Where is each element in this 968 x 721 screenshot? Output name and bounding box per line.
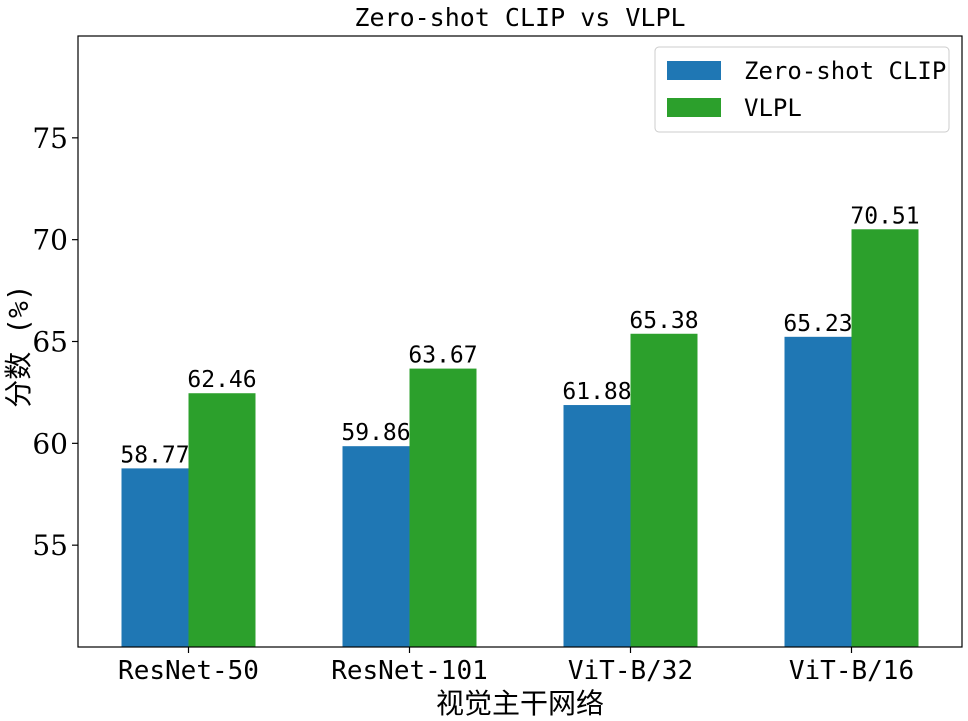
bars-layer bbox=[121, 229, 919, 647]
y-tick-label: 60 bbox=[32, 427, 68, 460]
bar-value-label: 59.86 bbox=[341, 420, 410, 446]
y-axis-label: 分数 (%) bbox=[2, 284, 35, 407]
y-tick-label: 70 bbox=[32, 224, 68, 257]
bar-value-label: 62.46 bbox=[187, 367, 256, 393]
legend-frame bbox=[654, 46, 950, 133]
bar-vlpl bbox=[188, 393, 256, 647]
y-tick-label: 55 bbox=[32, 529, 68, 562]
y-axis: 55 60 65 70 75 bbox=[32, 122, 78, 562]
bar-zero-shot-clip bbox=[784, 336, 852, 647]
x-axis-label: 视觉主干网络 bbox=[436, 687, 604, 720]
bar-vlpl bbox=[851, 229, 919, 647]
bar-value-label: 63.67 bbox=[408, 343, 477, 369]
x-tick-label: ResNet-101 bbox=[331, 656, 488, 686]
y-tick-label: 75 bbox=[32, 122, 68, 155]
bar-zero-shot-clip bbox=[563, 405, 631, 647]
bar-zero-shot-clip bbox=[342, 446, 410, 647]
bar-value-label: 70.51 bbox=[850, 203, 919, 229]
bar-value-label: 61.88 bbox=[562, 379, 631, 405]
chart-title: Zero-shot CLIP vs VLPL bbox=[354, 3, 685, 32]
legend-label-vlpl: VLPL bbox=[744, 94, 802, 122]
legend-swatch-vlpl bbox=[667, 98, 721, 117]
bar-vlpl bbox=[630, 333, 698, 647]
x-tick-label: ViT-B/32 bbox=[568, 656, 693, 686]
legend-swatch-zero-shot-clip bbox=[667, 61, 721, 80]
bar-value-label: 65.23 bbox=[783, 311, 852, 337]
y-tick-label: 65 bbox=[32, 326, 68, 359]
bar-vlpl bbox=[409, 368, 477, 647]
x-tick-label: ViT-B/16 bbox=[789, 656, 914, 686]
bar-value-labels: 58.77 62.46 59.86 63.67 61.88 65.38 65.23 70.51 bbox=[120, 203, 919, 468]
legend-label-zero-shot-clip: Zero-shot CLIP bbox=[744, 57, 946, 85]
x-axis: ResNet-50 ResNet-101 ViT-B/32 ViT-B/16 bbox=[118, 647, 914, 686]
legend: Zero-shot CLIP VLPL bbox=[654, 46, 950, 133]
bar-zero-shot-clip bbox=[121, 468, 189, 647]
bar-value-label: 58.77 bbox=[120, 442, 189, 468]
bar-value-label: 65.38 bbox=[629, 308, 698, 334]
x-tick-label: ResNet-50 bbox=[118, 656, 259, 686]
